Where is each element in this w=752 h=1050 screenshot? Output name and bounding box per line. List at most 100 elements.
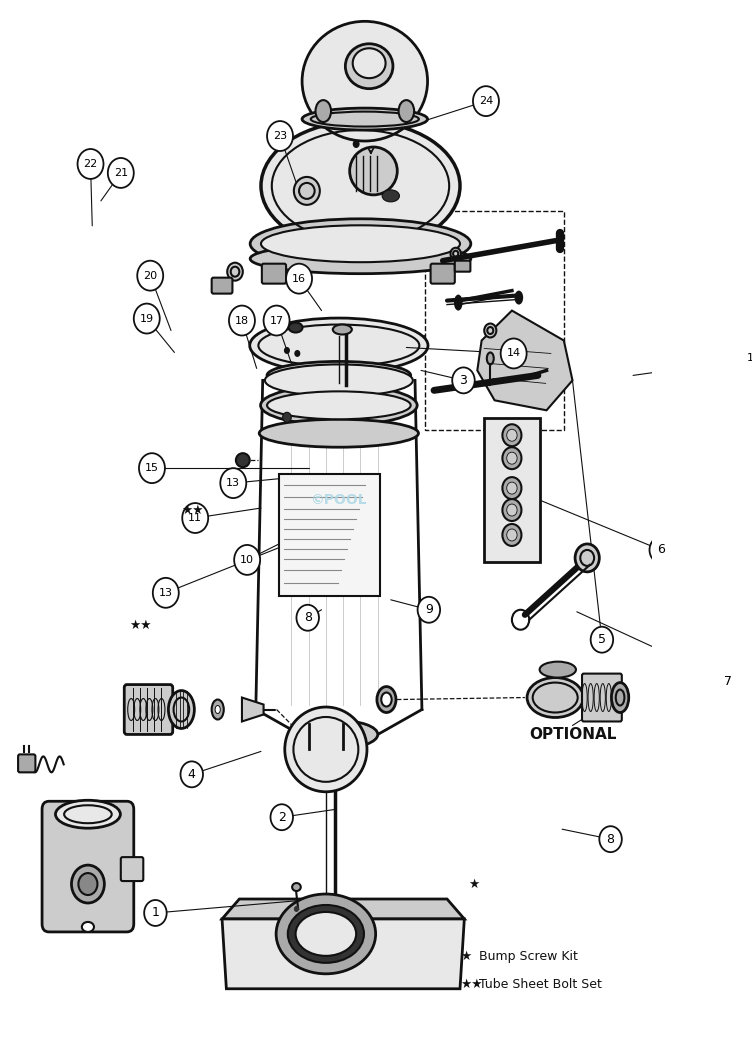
Text: 22: 22 (83, 159, 98, 169)
Text: 18: 18 (235, 316, 249, 326)
Circle shape (182, 503, 208, 533)
Text: ©POOL: ©POOL (311, 494, 367, 507)
Ellipse shape (294, 350, 300, 357)
Ellipse shape (507, 504, 517, 516)
Polygon shape (222, 919, 464, 989)
Ellipse shape (302, 21, 428, 141)
Text: ★: ★ (468, 878, 480, 890)
FancyBboxPatch shape (279, 475, 381, 595)
Text: OPTIONAL: OPTIONAL (529, 727, 616, 742)
Ellipse shape (292, 883, 301, 891)
Text: 8: 8 (304, 611, 312, 625)
Ellipse shape (276, 894, 376, 973)
FancyBboxPatch shape (18, 754, 35, 773)
Text: 16: 16 (292, 274, 306, 284)
Ellipse shape (250, 218, 471, 269)
Circle shape (144, 900, 167, 926)
FancyBboxPatch shape (124, 685, 173, 734)
Ellipse shape (215, 706, 220, 714)
Text: ★★: ★★ (182, 504, 204, 517)
FancyBboxPatch shape (582, 674, 622, 721)
Ellipse shape (454, 295, 462, 311)
Text: 11: 11 (188, 513, 202, 523)
Text: 7: 7 (724, 675, 732, 688)
Ellipse shape (575, 544, 599, 572)
Ellipse shape (333, 324, 352, 335)
Text: 23: 23 (273, 131, 287, 141)
Ellipse shape (294, 176, 320, 205)
Ellipse shape (265, 364, 413, 396)
Text: 14: 14 (507, 349, 520, 358)
Ellipse shape (502, 524, 521, 546)
Ellipse shape (487, 353, 494, 364)
Ellipse shape (507, 429, 517, 441)
Circle shape (139, 454, 165, 483)
Ellipse shape (56, 800, 120, 828)
FancyBboxPatch shape (431, 264, 455, 284)
Ellipse shape (289, 322, 302, 333)
Ellipse shape (381, 693, 392, 707)
Circle shape (417, 596, 440, 623)
Ellipse shape (611, 682, 629, 713)
Circle shape (473, 86, 499, 117)
Ellipse shape (259, 419, 418, 447)
Text: ★: ★ (460, 950, 472, 963)
Ellipse shape (294, 906, 299, 912)
Text: 13: 13 (226, 478, 241, 488)
FancyBboxPatch shape (455, 260, 471, 272)
Circle shape (153, 578, 179, 608)
Circle shape (229, 306, 255, 336)
Circle shape (296, 605, 319, 631)
Ellipse shape (502, 477, 521, 499)
Text: 17: 17 (269, 316, 284, 326)
Circle shape (599, 826, 622, 853)
Ellipse shape (300, 720, 378, 749)
Ellipse shape (377, 687, 396, 713)
Ellipse shape (345, 44, 393, 88)
Ellipse shape (82, 922, 94, 932)
Text: Bump Screw Kit: Bump Screw Kit (479, 950, 578, 963)
Text: 8: 8 (607, 833, 614, 845)
Ellipse shape (540, 662, 576, 677)
Text: 1: 1 (151, 906, 159, 920)
Ellipse shape (507, 529, 517, 541)
Polygon shape (222, 899, 464, 919)
Ellipse shape (450, 248, 461, 259)
Ellipse shape (502, 447, 521, 469)
Circle shape (650, 537, 672, 563)
Circle shape (717, 669, 739, 694)
Ellipse shape (227, 262, 243, 280)
Circle shape (452, 368, 475, 394)
Circle shape (180, 761, 203, 788)
Ellipse shape (283, 413, 291, 422)
Text: 5: 5 (598, 633, 606, 646)
Circle shape (134, 303, 159, 334)
Ellipse shape (211, 699, 224, 719)
Text: 9: 9 (425, 604, 433, 616)
Text: 6: 6 (656, 544, 665, 556)
Ellipse shape (302, 108, 428, 130)
Ellipse shape (71, 865, 105, 903)
Text: 20: 20 (143, 271, 157, 280)
Text: 4: 4 (188, 768, 196, 781)
Circle shape (220, 468, 246, 498)
Ellipse shape (168, 691, 194, 729)
Text: Tube Sheet Bolt Set: Tube Sheet Bolt Set (479, 979, 602, 991)
Ellipse shape (382, 190, 399, 202)
FancyBboxPatch shape (121, 857, 144, 881)
Ellipse shape (78, 874, 98, 895)
Circle shape (77, 149, 104, 179)
Circle shape (741, 343, 752, 374)
Ellipse shape (527, 677, 584, 717)
Ellipse shape (285, 707, 367, 792)
Circle shape (501, 338, 526, 369)
Text: 21: 21 (114, 168, 128, 177)
Text: ★★: ★★ (129, 620, 152, 632)
Ellipse shape (507, 482, 517, 495)
Ellipse shape (296, 912, 356, 956)
Circle shape (138, 260, 163, 291)
Text: 24: 24 (479, 97, 493, 106)
Text: 12: 12 (747, 354, 752, 363)
Ellipse shape (353, 48, 386, 78)
Text: ★★: ★★ (460, 979, 483, 991)
